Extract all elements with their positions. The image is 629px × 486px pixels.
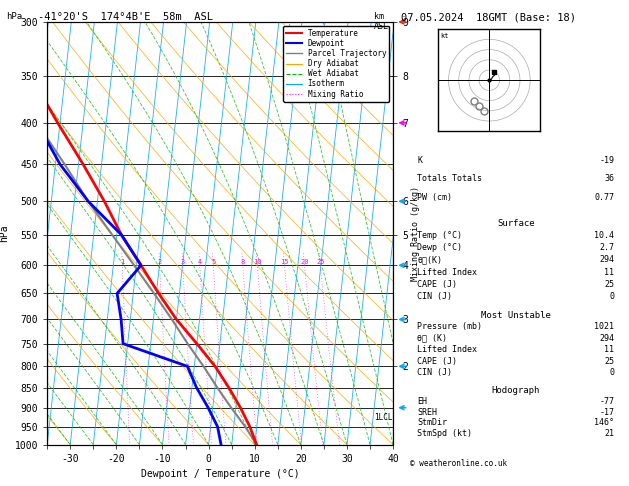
- Text: StmSpd (kt): StmSpd (kt): [418, 429, 472, 438]
- Text: ASL: ASL: [374, 22, 389, 31]
- Text: Surface: Surface: [497, 219, 535, 228]
- Text: 1021: 1021: [594, 322, 614, 331]
- Text: Most Unstable: Most Unstable: [481, 311, 551, 320]
- Text: Hodograph: Hodograph: [492, 386, 540, 395]
- Text: 2: 2: [157, 260, 162, 265]
- Text: -77: -77: [599, 397, 614, 406]
- Text: StmDir: StmDir: [418, 418, 447, 428]
- Text: 0.77: 0.77: [594, 193, 614, 202]
- Text: 2.7: 2.7: [599, 243, 614, 252]
- Text: kt: kt: [440, 33, 449, 39]
- Text: 21: 21: [604, 429, 614, 438]
- Text: Lifted Index: Lifted Index: [418, 345, 477, 354]
- Text: 4: 4: [198, 260, 202, 265]
- Text: -17: -17: [599, 408, 614, 417]
- Text: 8: 8: [241, 260, 245, 265]
- Text: 5: 5: [211, 260, 215, 265]
- Text: 0: 0: [609, 292, 614, 301]
- Text: 1LCL: 1LCL: [374, 413, 392, 422]
- Text: 20: 20: [300, 260, 309, 265]
- Text: Totals Totals: Totals Totals: [418, 174, 482, 183]
- Text: 10.4: 10.4: [594, 231, 614, 240]
- Text: CAPE (J): CAPE (J): [418, 280, 457, 289]
- Text: 15: 15: [281, 260, 289, 265]
- Text: 11: 11: [604, 345, 614, 354]
- Text: Pressure (mb): Pressure (mb): [418, 322, 482, 331]
- Text: θᴇ (K): θᴇ (K): [418, 334, 447, 343]
- Y-axis label: hPa: hPa: [0, 225, 9, 242]
- Text: 294: 294: [599, 255, 614, 264]
- Text: Temp (°C): Temp (°C): [418, 231, 462, 240]
- Text: CIN (J): CIN (J): [418, 292, 452, 301]
- Text: -19: -19: [599, 156, 614, 165]
- Text: 10: 10: [253, 260, 262, 265]
- Text: K: K: [418, 156, 423, 165]
- Text: EH: EH: [418, 397, 427, 406]
- Text: 25: 25: [604, 357, 614, 365]
- X-axis label: Dewpoint / Temperature (°C): Dewpoint / Temperature (°C): [141, 469, 299, 479]
- Text: CAPE (J): CAPE (J): [418, 357, 457, 365]
- Text: SREH: SREH: [418, 408, 437, 417]
- Text: © weatheronline.co.uk: © weatheronline.co.uk: [410, 459, 507, 469]
- Text: 36: 36: [604, 174, 614, 183]
- Y-axis label: Mixing Ratio (g/kg): Mixing Ratio (g/kg): [411, 186, 420, 281]
- Text: Dewp (°C): Dewp (°C): [418, 243, 462, 252]
- Text: 25: 25: [316, 260, 325, 265]
- Text: CIN (J): CIN (J): [418, 368, 452, 377]
- Legend: Temperature, Dewpoint, Parcel Trajectory, Dry Adiabat, Wet Adiabat, Isotherm, Mi: Temperature, Dewpoint, Parcel Trajectory…: [283, 26, 389, 102]
- Text: 0: 0: [609, 368, 614, 377]
- Text: 11: 11: [604, 268, 614, 277]
- Text: 146°: 146°: [594, 418, 614, 428]
- Text: -41°20'S  174°4B'E  58m  ASL: -41°20'S 174°4B'E 58m ASL: [38, 12, 213, 22]
- Text: hPa: hPa: [6, 12, 23, 21]
- Text: Lifted Index: Lifted Index: [418, 268, 477, 277]
- Text: 07.05.2024  18GMT (Base: 18): 07.05.2024 18GMT (Base: 18): [401, 12, 576, 22]
- Text: 3: 3: [181, 260, 185, 265]
- Text: 1: 1: [120, 260, 125, 265]
- Text: km: km: [374, 12, 384, 21]
- Text: θᴇ(K): θᴇ(K): [418, 255, 442, 264]
- Text: PW (cm): PW (cm): [418, 193, 452, 202]
- Text: 25: 25: [604, 280, 614, 289]
- Text: 294: 294: [599, 334, 614, 343]
